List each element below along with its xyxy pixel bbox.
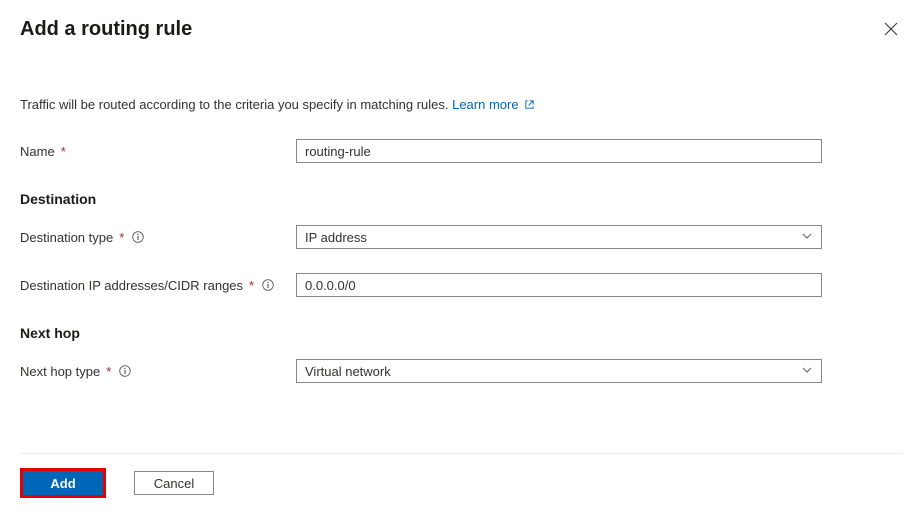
next-hop-type-value: Virtual network	[305, 364, 391, 379]
destination-type-label-text: Destination type	[20, 230, 113, 245]
required-indicator: *	[119, 230, 124, 245]
destination-cidr-row: Destination IP addresses/CIDR ranges *	[20, 273, 902, 297]
required-indicator: *	[249, 278, 254, 293]
add-button-highlight: Add	[20, 468, 106, 498]
name-input[interactable]	[296, 139, 822, 163]
chevron-down-icon	[801, 364, 813, 379]
next-hop-type-label-text: Next hop type	[20, 364, 100, 379]
required-indicator: *	[106, 364, 111, 379]
external-link-icon	[524, 98, 535, 113]
destination-type-select[interactable]: IP address	[296, 225, 822, 249]
destination-type-label: Destination type *	[20, 230, 296, 245]
panel-header: Add a routing rule	[20, 18, 902, 43]
name-field-row: Name *	[20, 139, 902, 163]
page-title: Add a routing rule	[20, 18, 192, 41]
panel-footer: Add Cancel	[20, 453, 902, 498]
destination-type-value: IP address	[305, 230, 367, 245]
info-icon[interactable]	[262, 279, 274, 291]
next-hop-type-select[interactable]: Virtual network	[296, 359, 822, 383]
destination-cidr-input[interactable]	[296, 273, 822, 297]
learn-more-link[interactable]: Learn more	[452, 97, 535, 112]
info-icon[interactable]	[119, 365, 131, 377]
name-label-text: Name	[20, 144, 55, 159]
next-hop-type-row: Next hop type * Virtual network	[20, 359, 902, 383]
close-button[interactable]	[880, 18, 902, 43]
intro-text: Traffic will be routed according to the …	[20, 97, 902, 113]
learn-more-label: Learn more	[452, 97, 518, 112]
routing-rule-panel: Add a routing rule Traffic will be route…	[0, 0, 922, 516]
info-icon[interactable]	[132, 231, 144, 243]
add-button[interactable]: Add	[23, 471, 103, 495]
destination-cidr-label-text: Destination IP addresses/CIDR ranges	[20, 278, 243, 293]
close-icon	[884, 24, 898, 39]
next-hop-heading: Next hop	[20, 325, 902, 341]
intro-desc: Traffic will be routed according to the …	[20, 97, 452, 112]
required-indicator: *	[61, 144, 66, 159]
destination-heading: Destination	[20, 191, 902, 207]
destination-type-row: Destination type * IP address	[20, 225, 902, 249]
chevron-down-icon	[801, 230, 813, 245]
cancel-button[interactable]: Cancel	[134, 471, 214, 495]
destination-cidr-label: Destination IP addresses/CIDR ranges *	[20, 278, 296, 293]
name-label: Name *	[20, 144, 296, 159]
next-hop-type-label: Next hop type *	[20, 364, 296, 379]
